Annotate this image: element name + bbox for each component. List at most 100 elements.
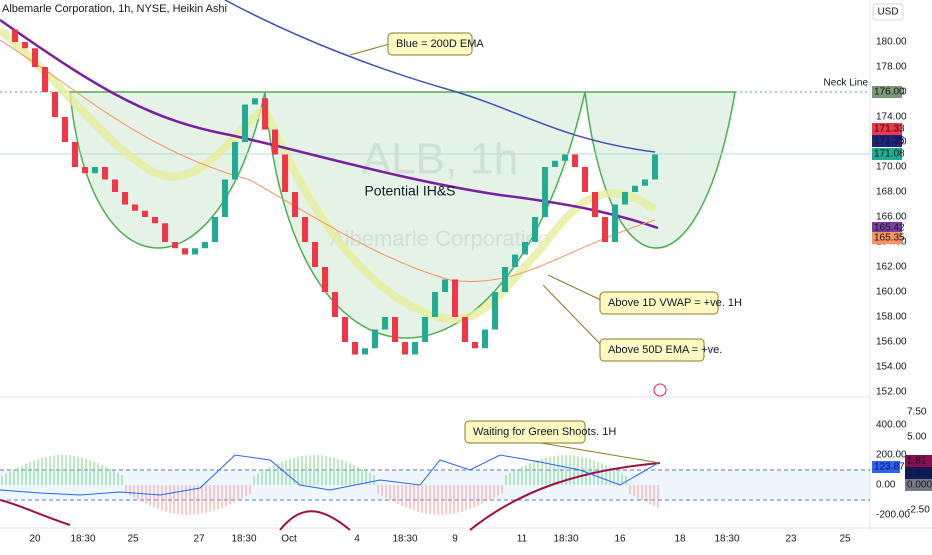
time-label: 18:30 [392,534,417,545]
indicator-label: 200.00 [876,450,907,461]
indicator-label: 400.00 [876,420,907,431]
candle-body [372,329,378,349]
price-tag [872,232,902,244]
candle-body [202,242,208,249]
signal-line [0,462,661,531]
candle-body [442,279,448,292]
price-tag-label: 176.00 [874,87,905,98]
candle-body [42,67,48,92]
time-label: 18:30 [553,534,578,545]
ema-line [0,18,659,230]
indicator-label: -200.00 [876,510,910,521]
ema200-line [224,0,656,153]
candle-body [142,210,148,217]
candle-body [122,192,128,205]
currency[interactable]: USD [877,7,898,18]
candle-body [552,160,558,167]
histogram [1,455,659,515]
candle-body [32,48,38,67]
candle-body [402,342,408,355]
candle-body [322,267,328,292]
time-label: 18:30 [70,534,95,545]
candle-body [502,267,508,292]
indicator-label: 0.00 [876,480,896,491]
candle-body [612,204,618,242]
candle-body [312,242,318,267]
price-tag [872,86,902,98]
time-label: 18:30 [714,534,739,545]
candles [12,29,658,355]
time-label: 16 [614,534,626,545]
time-label: 25 [839,534,851,545]
candle-body [542,167,548,217]
candle-body [352,342,358,355]
candle-body [562,154,568,161]
indicator-band [0,470,870,500]
indicator-tag-label: 123.87 [874,462,905,473]
note-box [599,291,719,315]
oscillator-line [0,454,661,496]
note-box [464,420,586,444]
candle-body [582,167,588,192]
indicator-tag [872,461,900,473]
candle-body [532,217,538,242]
time-label: 20 [29,534,41,545]
callout-line [349,42,394,56]
callout-line [542,284,606,350]
time-label: 4 [354,534,360,545]
alert-icon[interactable] [653,383,667,397]
candle-body [492,292,498,330]
note-box [387,32,473,56]
time-label: 27 [193,534,205,545]
candle-body [342,317,348,342]
time-label: 23 [785,534,797,545]
candle-body [72,142,78,167]
price-tag [872,123,902,135]
candle-body [262,98,268,130]
candle-body [452,279,458,317]
indicator-tag-label: 0.9024 [907,468,932,479]
price-tag-label: 171.25 [874,136,905,147]
price-label: 154.00 [876,362,907,373]
price-label: 160.00 [876,287,907,298]
price-tag-label: 165.42 [874,223,905,234]
candle-body [462,317,468,342]
time-label: 11 [517,534,528,545]
candle-body [642,179,648,186]
candle-body [632,185,638,192]
note-text: Waiting for Green Shoots. 1H [473,426,616,438]
indicator-label-right: -2.50 [907,505,930,516]
indicator-tag [905,479,932,491]
candle-body [22,42,28,49]
candle-body [242,104,248,142]
candle-body [522,242,528,255]
candle-body [362,348,368,355]
price-label: 178.00 [876,62,907,73]
candle-body [272,129,278,155]
price-label: 166.00 [876,212,907,223]
currency-box[interactable] [872,3,904,21]
time-label: 18 [674,534,686,545]
candle-body [12,29,18,42]
candle-body [162,223,168,242]
time-label: 9 [452,534,458,545]
indicator-tag [905,455,932,467]
candle-body [62,117,68,142]
neck-label: Neck Line [824,78,869,89]
time-label: Oct [281,534,297,545]
note-text: Above 1D VWAP = +ve. 1H [608,297,742,309]
ema50-line [0,39,656,283]
price-label: 162.00 [876,262,907,273]
candle-body [132,204,138,211]
price-tag [872,148,902,160]
watermark-symbol: ALB, 1h [362,135,519,184]
indicator-label-right: 5.00 [907,432,927,443]
time-label: 18:30 [231,534,256,545]
indicator-tag-label: 1.81 [907,456,927,467]
candle-body [282,154,288,192]
price-label: 158.00 [876,312,907,323]
candle-body [382,317,388,330]
candle-body [192,248,198,255]
price-tag-label: 165.35 [874,233,905,244]
